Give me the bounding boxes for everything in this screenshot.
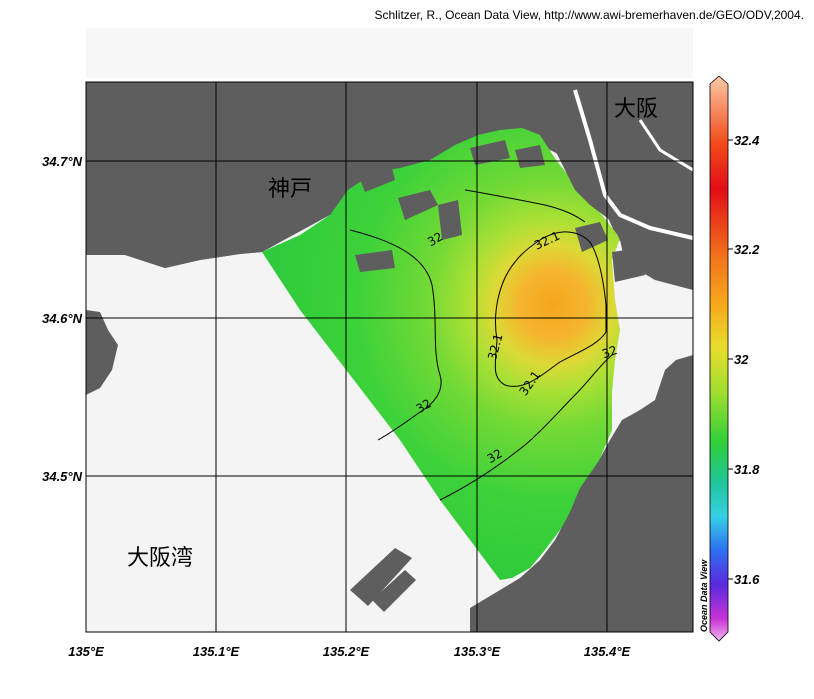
plot-header-area	[86, 28, 693, 78]
land-kobe-port-1	[356, 160, 395, 192]
contour-label: 32	[414, 396, 434, 416]
plot-frame	[85, 81, 694, 633]
place-label-kobe: 神戸	[268, 177, 312, 202]
y-tick-label: 34.5°N	[42, 469, 83, 484]
x-tick-label: 135.1°E	[193, 644, 240, 659]
colorbar-tick-label: 32.2	[734, 242, 760, 257]
land-osaka-island-1	[575, 222, 608, 252]
odv-watermark: Ocean Data View	[699, 559, 709, 632]
land-east-coast	[470, 82, 693, 632]
contour-32-line-north	[464, 189, 586, 223]
colorbar-tick-label: 32	[734, 352, 749, 367]
contour-label: 32	[600, 343, 619, 361]
x-tick-label: 135.2°E	[323, 644, 370, 659]
land-south-port-2	[372, 570, 416, 612]
x-tick-label: 135°E	[68, 644, 104, 659]
contour-label: 32.1	[485, 332, 505, 361]
contour-32-line-south	[439, 354, 613, 501]
land-osaka-island-2	[612, 248, 645, 282]
land-kobe-port-5	[470, 140, 510, 165]
land-south-port	[350, 548, 412, 606]
island-shape	[86, 310, 118, 395]
river-osaka-2	[638, 119, 693, 172]
colorbar: 32.4 32.2 32 31.8 31.6 Ocean Data View	[699, 75, 760, 642]
contour-32-1-line	[494, 231, 607, 387]
colorbar-tick-label: 31.8	[734, 462, 760, 477]
contour-label: 32	[485, 446, 505, 466]
place-label-osaka-bay: 大阪湾	[127, 546, 193, 571]
land-kobe-port-3	[355, 250, 395, 272]
credit-text: Schlitzer, R., Ocean Data View, http://w…	[374, 8, 804, 22]
x-tick-label: 135.3°E	[454, 644, 501, 659]
colorbar-tick-label: 32.4	[734, 133, 760, 148]
contour-label: 32	[425, 229, 445, 249]
river-osaka-1	[573, 89, 693, 240]
land-kobe-port-2	[398, 190, 438, 220]
contour-32-line-west	[349, 229, 442, 441]
colorbar-tick-label: 31.6	[734, 572, 760, 587]
land-kobe-port-4	[438, 200, 462, 240]
place-label-osaka: 大阪	[614, 97, 658, 122]
land-kobe-coast	[86, 82, 600, 268]
colorbar-gradient	[709, 75, 729, 642]
y-tick-label: 34.6°N	[42, 311, 83, 326]
land-kobe-port-6	[515, 145, 545, 168]
salinity-field	[262, 128, 620, 580]
y-tick-label: 34.7°N	[42, 154, 83, 169]
x-tick-label: 135.4°E	[584, 644, 631, 659]
